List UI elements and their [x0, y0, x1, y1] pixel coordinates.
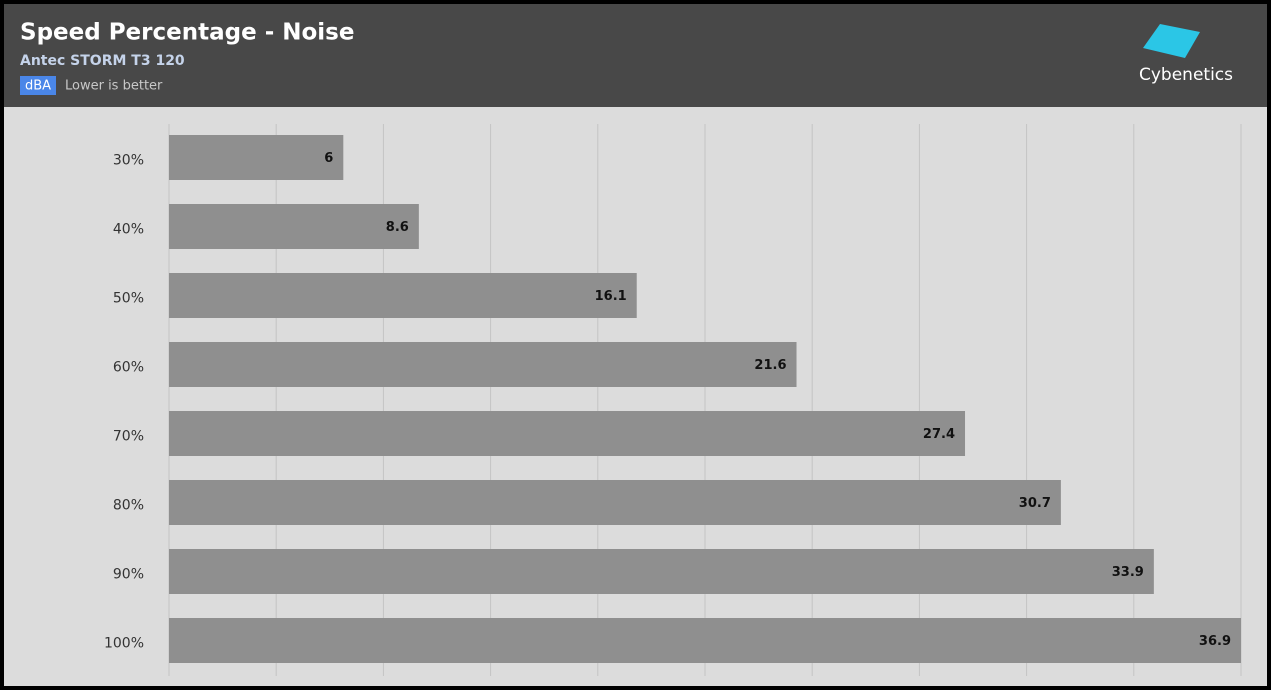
value-label: 6: [324, 151, 333, 166]
value-label: 33.9: [1112, 565, 1144, 580]
bar: [169, 273, 637, 318]
y-tick-label: 50%: [113, 291, 144, 307]
note: Lower is better: [65, 79, 163, 94]
y-tick-label: 30%: [113, 153, 144, 169]
y-tick-label: 70%: [113, 429, 144, 445]
value-label: 27.4: [923, 427, 955, 442]
y-tick-label: 40%: [113, 222, 144, 238]
bar: [169, 204, 419, 249]
bar: [169, 480, 1061, 525]
logo-mark: [1143, 24, 1200, 58]
bar: [169, 549, 1154, 594]
value-label: 16.1: [595, 289, 627, 304]
bar: [169, 618, 1241, 663]
y-tick-label: 90%: [113, 567, 144, 583]
unit-badge: [20, 76, 56, 95]
bar: [169, 135, 344, 180]
header: [4, 4, 1267, 107]
y-tick-label: 100%: [104, 636, 144, 652]
y-tick-label: 80%: [113, 498, 144, 514]
value-label: 36.9: [1199, 634, 1231, 649]
bar: [169, 411, 966, 456]
value-label: 8.6: [386, 220, 409, 235]
value-label: 21.6: [754, 358, 786, 373]
chart-subtitle: Antec STORM T3 120: [20, 53, 185, 69]
bar: [169, 342, 797, 387]
chart-title: Speed Percentage - Noise: [20, 20, 354, 46]
value-label: 30.7: [1019, 496, 1051, 511]
y-tick-label: 60%: [113, 360, 144, 376]
unit-label: dBA: [25, 79, 51, 94]
logo-text: Cybenetics: [1139, 65, 1233, 85]
